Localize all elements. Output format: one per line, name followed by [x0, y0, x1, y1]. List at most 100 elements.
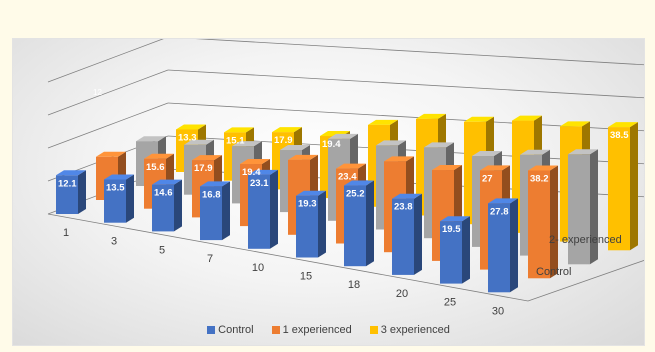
bar-control-5 — [152, 179, 182, 232]
data-label: 15.6 — [146, 162, 165, 173]
x-tick-label: 10 — [252, 262, 264, 274]
data-label: 15.1 — [226, 135, 245, 146]
bar-top — [192, 155, 222, 161]
data-label: 12.1 — [58, 178, 77, 189]
bar-front — [200, 186, 222, 241]
x-tick-label: 7 — [207, 253, 213, 265]
legend-item-3-experienced: 3 experienced — [369, 324, 450, 336]
legend-swatch-control — [207, 326, 216, 334]
bar-front — [488, 203, 510, 293]
bar-top — [344, 180, 374, 186]
bar-top — [288, 154, 318, 160]
data-label: 25.2 — [346, 189, 365, 200]
data-label: 19.3 — [298, 199, 317, 210]
bar-top — [568, 149, 598, 155]
bar-top — [144, 153, 174, 159]
bar-top — [488, 198, 518, 204]
bar-top — [528, 165, 558, 171]
bar-control-20 — [392, 193, 422, 275]
data-label: 23.1 — [250, 178, 269, 189]
bar-top — [472, 151, 502, 157]
x-tick-label: 5 — [159, 244, 165, 256]
bar-top — [512, 115, 542, 121]
labels-layer: 12 13.3 15.1 17.9 19.4 38.5 15.6 17.9 19.4 23.4 27… — [58, 88, 629, 317]
bar-front — [248, 174, 270, 249]
depth-label-control: Control — [536, 266, 571, 278]
legend-swatch-1-experienced — [271, 326, 280, 334]
bar-top — [280, 145, 310, 151]
gridline-side — [47, 39, 164, 83]
bar-top — [184, 139, 214, 145]
bar-top — [96, 151, 126, 157]
bar-side — [270, 169, 278, 249]
bar-1-experienced-30 — [528, 165, 558, 279]
bar-top — [224, 127, 254, 133]
data-label: 16.8 — [202, 189, 221, 200]
z-axis-label: 12 — [93, 88, 102, 97]
bar-top — [272, 127, 302, 133]
bar-top — [608, 122, 638, 128]
bar-control-7 — [200, 181, 230, 241]
gridline-side — [47, 69, 169, 116]
legend-label-1-experienced: 1 experienced — [282, 324, 352, 336]
data-label: 27 — [482, 173, 493, 184]
data-label: 38.5 — [610, 130, 629, 141]
bar-top — [480, 165, 510, 171]
floor-front-edge — [47, 213, 529, 302]
data-label: 14.6 — [154, 188, 173, 199]
bar-top — [432, 165, 462, 171]
gridline — [195, 39, 644, 66]
bar-control-25 — [440, 216, 470, 284]
depth-label-2-experienced: 2- experienced — [549, 234, 622, 246]
data-label: 19.4 — [242, 167, 261, 178]
bar-side — [222, 181, 230, 241]
legend-label-3-experienced: 3 experienced — [380, 324, 450, 336]
bar-side — [550, 165, 558, 279]
legend: Control 1 experienced 3 experienced — [13, 324, 644, 336]
bar-front — [528, 170, 550, 279]
bar-front — [568, 154, 590, 265]
x-tick-label: 15 — [300, 271, 312, 283]
bar-control-30 — [488, 198, 518, 293]
bar-3-experienced-30 — [608, 122, 638, 251]
bar-top — [104, 174, 134, 180]
bar-top — [136, 136, 166, 142]
bar-chart-3d: 12 13.3 15.1 17.9 19.4 38.5 15.6 17.9 19.4 23.4 27… — [47, 39, 644, 317]
bar-front — [104, 179, 126, 223]
bar-top — [560, 121, 590, 127]
bar-top — [440, 216, 470, 222]
gridline — [167, 69, 644, 99]
x-tick-label: 20 — [396, 288, 408, 300]
gridline-side — [47, 102, 169, 149]
bar-top — [336, 163, 366, 169]
bar-front — [392, 198, 414, 275]
x-tick-label: 25 — [444, 297, 456, 309]
bar-side — [414, 193, 422, 275]
bar-top — [464, 116, 494, 122]
bar-top — [248, 169, 278, 175]
bar-top — [424, 142, 454, 148]
bar-front — [296, 195, 318, 258]
bar-front — [152, 184, 174, 232]
data-label: 19.4 — [322, 139, 341, 150]
bar-top — [152, 179, 182, 185]
bar-side — [366, 180, 374, 267]
bars-layer — [56, 113, 638, 293]
bar-control-10 — [248, 169, 278, 249]
bar-top — [368, 119, 398, 125]
bar-control-3 — [104, 174, 134, 223]
bar-top — [200, 181, 230, 187]
bar-top — [384, 156, 414, 162]
bar-side — [78, 170, 86, 214]
data-label: 38.2 — [530, 173, 549, 184]
bar-2--experienced-30 — [568, 149, 598, 265]
data-label: 19.5 — [442, 224, 461, 235]
data-label: 27.8 — [490, 206, 509, 217]
bar-top — [56, 170, 86, 176]
data-label: 23.4 — [338, 172, 357, 183]
bar-top — [376, 140, 406, 146]
x-tick-label: 3 — [111, 236, 117, 248]
data-label: 13.5 — [106, 183, 125, 194]
data-label: 13.3 — [178, 132, 197, 143]
bar-side — [462, 216, 470, 284]
